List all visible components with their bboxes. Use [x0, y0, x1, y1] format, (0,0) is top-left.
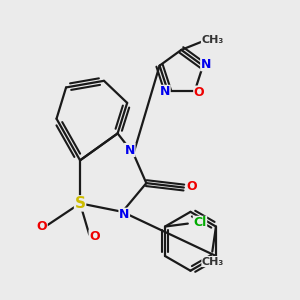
- Text: O: O: [37, 220, 47, 233]
- Text: S: S: [75, 196, 86, 211]
- Text: Cl: Cl: [193, 216, 207, 230]
- Text: CH₃: CH₃: [201, 35, 224, 45]
- Text: O: O: [89, 230, 100, 243]
- Text: CH₃: CH₃: [202, 256, 224, 266]
- Text: N: N: [119, 208, 129, 221]
- Text: O: O: [194, 86, 204, 99]
- Text: N: N: [201, 58, 211, 71]
- Text: O: O: [187, 180, 197, 193]
- Text: N: N: [124, 143, 135, 157]
- Text: N: N: [160, 85, 170, 98]
